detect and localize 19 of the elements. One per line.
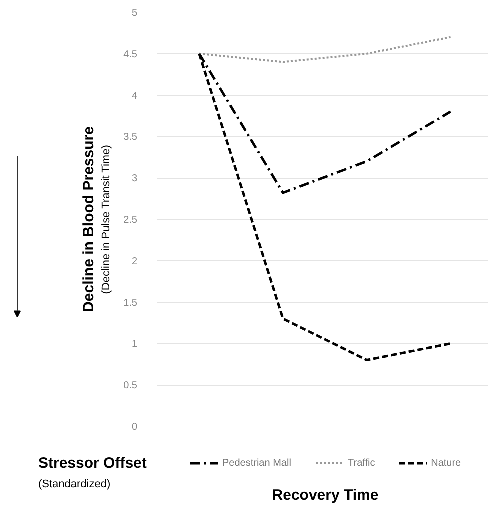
y-tick-label: 3.5 (124, 132, 138, 144)
x-axis-title: Recovery Time (272, 487, 379, 504)
legend-label: Pedestrian Mall (222, 458, 292, 469)
y-tick-label: 5 (132, 8, 138, 19)
y-tick-label: 0.5 (124, 380, 138, 392)
y-tick-label: 0 (132, 422, 138, 433)
text: (Standardized) (38, 478, 111, 490)
text: Stressor Offset (38, 455, 147, 472)
text: (Decline in Pulse Transit Time) (100, 145, 113, 294)
y-axis-title: Decline in Blood Pressure (80, 126, 98, 312)
legend-label: Nature (431, 458, 462, 469)
y-tick-label: 4 (132, 90, 138, 102)
y-tick-label: 3 (132, 174, 138, 185)
y-tick-label: 4.5 (124, 49, 138, 60)
y-tick-label: 2 (132, 256, 138, 268)
y-tick-label: 1 (132, 339, 138, 350)
y-tick-label: 1.5 (124, 298, 138, 309)
legend-label: Traffic (348, 458, 376, 469)
y-tick-label: 2.5 (124, 215, 138, 226)
